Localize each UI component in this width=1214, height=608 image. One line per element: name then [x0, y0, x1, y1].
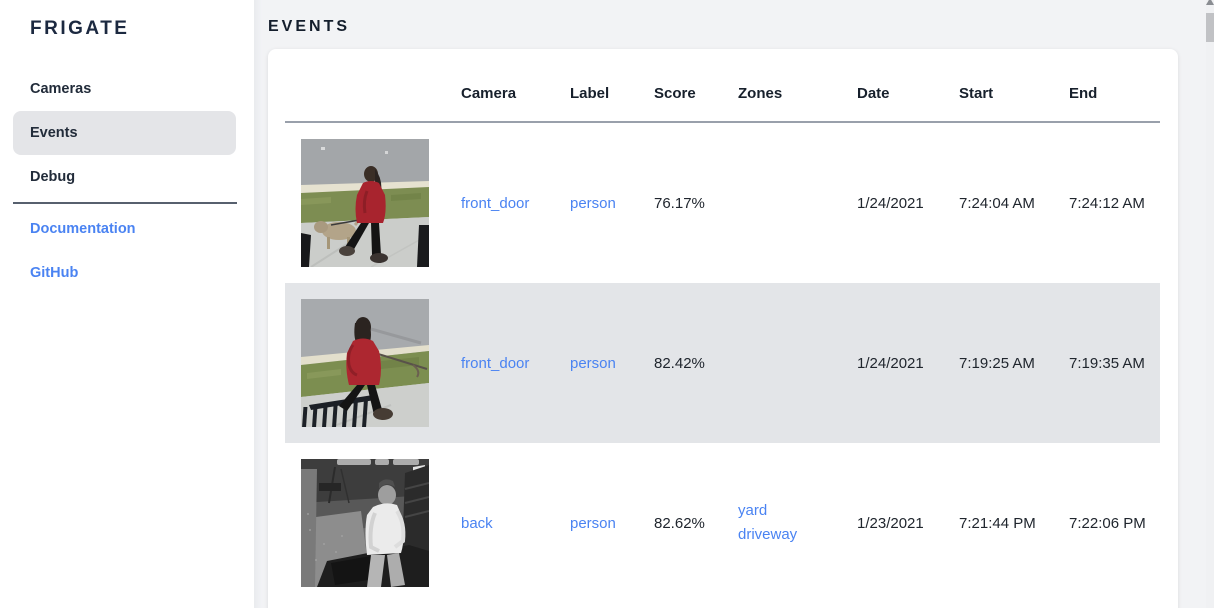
sidebar-item-cameras[interactable]: Cameras: [13, 67, 236, 111]
page-scrollbar[interactable]: [1206, 0, 1214, 608]
sidebar-item-debug[interactable]: Debug: [13, 155, 236, 199]
scrollbar-thumb[interactable]: [1206, 13, 1214, 42]
sidebar-item-label: Events: [30, 125, 78, 141]
score-value: 82.62%: [654, 514, 705, 532]
label-link[interactable]: person: [570, 194, 616, 212]
event-thumbnail[interactable]: [285, 459, 461, 587]
score-value: 82.42%: [654, 354, 705, 372]
event-row[interactable]: back person 82.62% yard driveway 1/23/202…: [285, 443, 1160, 603]
sidebar-link-documentation[interactable]: Documentation: [13, 207, 236, 251]
event-row[interactable]: front_door person 76.17% 1/24/2021 7:24:…: [285, 123, 1160, 283]
sidebar-item-label: Cameras: [30, 81, 92, 97]
sidebar: FRIGATE Cameras Events Debug Documentation…: [0, 0, 254, 608]
column-header-score: Score: [654, 84, 696, 102]
table-header-row: Camera Label Score Zones Date Start End: [285, 49, 1160, 123]
date-value: 1/24/2021: [857, 354, 924, 372]
sidebar-nav: Cameras Events Debug: [0, 67, 254, 199]
column-header-label: Label: [570, 84, 610, 102]
zone-link[interactable]: driveway: [738, 526, 798, 543]
event-thumbnail[interactable]: [285, 139, 461, 267]
label-link[interactable]: person: [570, 514, 616, 532]
event-thumbnail[interactable]: [285, 299, 461, 427]
scrollbar-up-arrow-icon[interactable]: [1206, 0, 1214, 5]
column-header-camera: Camera: [461, 84, 517, 102]
page-title: EVENTS: [268, 18, 351, 35]
start-value: 7:24:04 AM: [959, 194, 1035, 212]
score-value: 76.17%: [654, 194, 705, 212]
sidebar-item-label: Debug: [30, 169, 76, 185]
thumbnail-image: [301, 139, 429, 267]
sidebar-link-label: GitHub: [30, 265, 79, 281]
end-value: 7:24:12 AM: [1069, 194, 1145, 212]
camera-link[interactable]: back: [461, 514, 493, 532]
main-content: EVENTS Camera Label Score Zones Date Start End…: [262, 0, 1206, 608]
sidebar-item-events[interactable]: Events: [13, 111, 236, 155]
sidebar-scroll-track[interactable]: [254, 0, 262, 608]
camera-link[interactable]: front_door: [461, 354, 530, 372]
column-header-date: Date: [857, 84, 890, 102]
sidebar-links: Documentation GitHub: [0, 207, 254, 295]
start-value: 7:21:44 PM: [959, 514, 1036, 532]
end-value: 7:19:35 AM: [1069, 354, 1145, 372]
thumbnail-image: [301, 299, 429, 427]
sidebar-divider: [13, 202, 237, 204]
column-header-zones: Zones: [738, 84, 783, 102]
sidebar-link-github[interactable]: GitHub: [13, 251, 236, 295]
end-value: 7:22:06 PM: [1069, 514, 1146, 532]
date-value: 1/23/2021: [857, 514, 924, 532]
table-body: front_door person 76.17% 1/24/2021 7:24:…: [285, 123, 1160, 603]
column-header-start: Start: [959, 84, 994, 102]
column-header-end: End: [1069, 84, 1098, 102]
sidebar-link-label: Documentation: [30, 221, 136, 237]
app-logo: FRIGATE: [30, 18, 130, 39]
zones-cell: yard driveway: [738, 499, 857, 547]
label-link[interactable]: person: [570, 354, 616, 372]
event-row[interactable]: front_door person 82.42% 1/24/2021 7:19:…: [285, 283, 1160, 443]
start-value: 7:19:25 AM: [959, 354, 1035, 372]
events-table-card: Camera Label Score Zones Date Start End front_…: [268, 49, 1178, 608]
date-value: 1/24/2021: [857, 194, 924, 212]
zone-link[interactable]: yard: [738, 502, 768, 519]
thumbnail-image: [301, 459, 429, 587]
camera-link[interactable]: front_door: [461, 194, 530, 212]
